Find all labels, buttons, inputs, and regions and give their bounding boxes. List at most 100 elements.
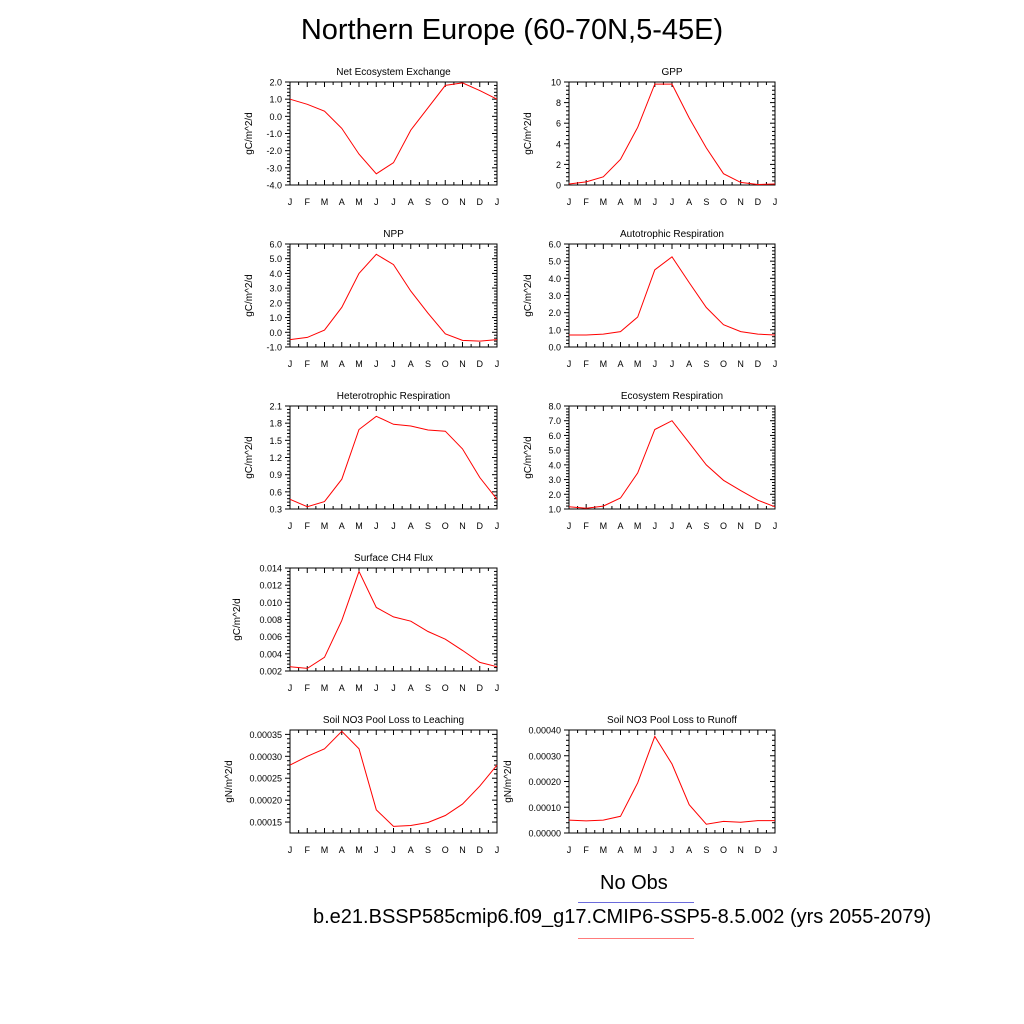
- x-tick-label: A: [686, 521, 692, 531]
- chart-panel-1: J F M A M J J A S O N D J-4.0-3.0-2.0-1.00.01.02.0Ne…: [244, 67, 499, 207]
- x-tick-label: O: [720, 359, 727, 369]
- legend-obs-label: No Obs: [600, 872, 668, 894]
- y-axis-label: gC/m^2/d: [523, 436, 534, 479]
- y-tick-label: 3.0: [548, 475, 561, 485]
- x-tick-label: J: [374, 359, 379, 369]
- chart-title: Heterotrophic Respiration: [337, 391, 450, 402]
- y-tick-label: 7.0: [548, 416, 561, 426]
- x-tick-label: A: [339, 197, 345, 207]
- x-tick-label: J: [374, 197, 379, 207]
- y-tick-label: 6.0: [548, 431, 561, 441]
- x-tick-label: A: [686, 845, 692, 855]
- x-tick-label: A: [408, 359, 414, 369]
- x-tick-label: J: [391, 683, 396, 693]
- x-tick-label: J: [567, 359, 572, 369]
- x-tick-label: J: [495, 197, 500, 207]
- y-tick-label: 0.010: [259, 598, 282, 608]
- plot-frame: [289, 567, 498, 672]
- y-tick-label: 0.008: [259, 615, 282, 625]
- chart-panel-7: J F M A M J J A S O N D J0.0020.0040.0060.0080.0100.…: [232, 553, 499, 693]
- plot-frame: [289, 729, 498, 834]
- x-tick-label: J: [653, 197, 658, 207]
- y-axis-label: gN/m^2/d: [224, 760, 235, 803]
- x-tick-label: O: [442, 683, 449, 693]
- x-tick-label: D: [477, 845, 484, 855]
- x-tick-label: M: [600, 359, 608, 369]
- chart-panel-4: J F M A M J J A S O N D J0.01.02.03.04.05.06.0Autotr…: [523, 229, 777, 369]
- x-tick-label: J: [391, 197, 396, 207]
- x-tick-label: M: [355, 521, 363, 531]
- y-tick-label: 0.012: [259, 581, 282, 591]
- y-axis-label: gC/m^2/d: [244, 274, 255, 317]
- series-line: [289, 730, 498, 827]
- x-tick-label: F: [305, 359, 311, 369]
- y-tick-label: 3.0: [269, 284, 282, 294]
- y-tick-label: -3.0: [266, 163, 282, 173]
- x-tick-label: J: [670, 521, 675, 531]
- plot-frame: [289, 405, 498, 510]
- x-tick-label: J: [288, 197, 293, 207]
- x-tick-label: F: [305, 845, 311, 855]
- y-axis-label: gC/m^2/d: [244, 436, 255, 479]
- y-tick-label: 4: [556, 139, 561, 149]
- y-axis-label: gC/m^2/d: [232, 598, 243, 641]
- y-tick-label: 1.0: [269, 313, 282, 323]
- x-tick-label: A: [408, 683, 414, 693]
- x-tick-label: N: [737, 521, 744, 531]
- plot-frame: [568, 729, 776, 834]
- x-tick-label: M: [355, 359, 363, 369]
- y-tick-label: 2.0: [269, 78, 282, 88]
- y-tick-label: 5.0: [269, 254, 282, 264]
- x-tick-label: S: [703, 197, 709, 207]
- x-tick-label: M: [321, 845, 329, 855]
- x-tick-label: D: [477, 683, 484, 693]
- x-tick-label: F: [305, 683, 311, 693]
- x-tick-label: A: [617, 521, 623, 531]
- x-tick-label: J: [567, 521, 572, 531]
- x-tick-label: M: [634, 845, 642, 855]
- x-tick-label: O: [442, 197, 449, 207]
- x-tick-label: S: [703, 521, 709, 531]
- chart-title: Soil NO3 Pool Loss to Runoff: [607, 715, 737, 726]
- x-tick-label: A: [339, 521, 345, 531]
- chart-title: Ecosystem Respiration: [621, 391, 723, 402]
- x-tick-label: O: [442, 845, 449, 855]
- y-tick-label: 4.0: [548, 274, 561, 284]
- y-tick-label: 1.0: [269, 95, 282, 105]
- x-tick-label: N: [459, 197, 466, 207]
- x-tick-label: D: [755, 197, 762, 207]
- x-tick-label: M: [321, 521, 329, 531]
- x-tick-label: M: [321, 359, 329, 369]
- y-tick-label: 0.00040: [528, 726, 561, 736]
- x-tick-label: O: [442, 359, 449, 369]
- x-tick-label: N: [459, 521, 466, 531]
- x-tick-label: J: [653, 359, 658, 369]
- series-line: [569, 256, 776, 336]
- y-tick-label: 0.6: [269, 487, 282, 497]
- x-tick-label: D: [477, 197, 484, 207]
- x-tick-label: A: [339, 683, 345, 693]
- x-tick-label: J: [288, 845, 293, 855]
- x-tick-label: M: [355, 683, 363, 693]
- x-tick-label: S: [425, 845, 431, 855]
- y-tick-label: 0.002: [259, 667, 282, 677]
- x-tick-label: J: [374, 845, 379, 855]
- x-tick-label: M: [355, 845, 363, 855]
- x-tick-label: J: [670, 359, 675, 369]
- x-tick-label: N: [459, 359, 466, 369]
- x-tick-label: J: [773, 359, 778, 369]
- x-tick-label: O: [720, 197, 727, 207]
- y-tick-label: 4.0: [548, 460, 561, 470]
- series-line: [289, 82, 498, 175]
- x-tick-label: O: [720, 845, 727, 855]
- x-tick-label: A: [408, 521, 414, 531]
- y-axis-label: gC/m^2/d: [523, 112, 534, 155]
- chart-title: GPP: [661, 67, 682, 78]
- figure-title: Northern Europe (60-70N,5-45E): [300, 14, 724, 46]
- y-tick-label: 0.00025: [249, 774, 282, 784]
- y-tick-label: 0.00010: [528, 803, 561, 813]
- y-tick-label: 0.014: [259, 564, 282, 574]
- x-tick-label: D: [755, 359, 762, 369]
- x-tick-label: F: [583, 359, 589, 369]
